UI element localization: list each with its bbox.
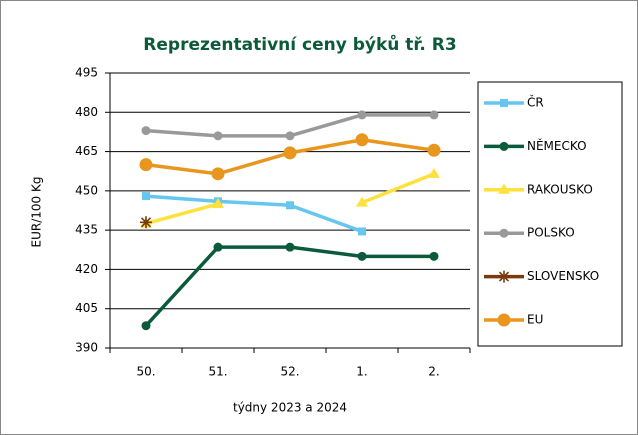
legend-label: POLSKO [527, 226, 575, 240]
marker [356, 196, 368, 207]
marker [429, 110, 439, 120]
series-line [145, 194, 363, 234]
marker [358, 227, 366, 236]
y-tick-label: 435 [75, 223, 98, 237]
x-tick-label: 51. [208, 365, 227, 379]
marker [213, 131, 223, 141]
x-axis-label: týdny 2023 a 2024 [233, 401, 347, 415]
x-tick-label: 2. [428, 365, 439, 379]
series-line [145, 172, 435, 226]
y-tick-label: 480 [75, 105, 98, 119]
marker [283, 146, 297, 160]
legend-label: NĚMECKO [527, 138, 587, 153]
marker [498, 183, 510, 194]
marker [213, 242, 223, 252]
marker [140, 216, 152, 229]
marker [355, 133, 369, 147]
legend-label: SLOVENSKO [527, 269, 599, 283]
marker [142, 192, 150, 201]
y-tick-label: 420 [75, 262, 98, 276]
y-axis-label: EUR/100 Kg [30, 177, 44, 248]
marker [139, 158, 153, 172]
chart-title: Reprezentativní ceny býků tř. R3 [143, 33, 456, 55]
x-tick-label: 52. [280, 365, 299, 379]
legend-label: ČR [527, 95, 544, 110]
marker [357, 251, 367, 261]
y-tick-label: 405 [75, 301, 98, 315]
marker [498, 270, 510, 283]
y-tick-label: 495 [75, 66, 98, 80]
y-tick-label: 390 [75, 341, 98, 355]
legend-label: RAKOUSKO [527, 182, 593, 196]
marker [141, 126, 151, 136]
marker [212, 197, 224, 208]
marker [497, 313, 511, 327]
marker [427, 143, 441, 157]
marker [428, 167, 440, 178]
marker [500, 99, 508, 107]
x-tick-label: 1. [356, 365, 367, 379]
marker [286, 201, 294, 210]
y-tick-label: 450 [75, 183, 98, 197]
x-tick-label: 50. [136, 365, 155, 379]
marker [211, 167, 225, 181]
y-tick-label: 465 [75, 144, 98, 158]
marker [285, 242, 295, 252]
legend-box [477, 81, 623, 347]
marker [285, 131, 295, 141]
legend-label: EU [527, 313, 543, 327]
marker [499, 141, 509, 151]
marker [429, 251, 439, 261]
marker [141, 321, 151, 331]
marker [499, 228, 509, 238]
marker [357, 110, 367, 120]
